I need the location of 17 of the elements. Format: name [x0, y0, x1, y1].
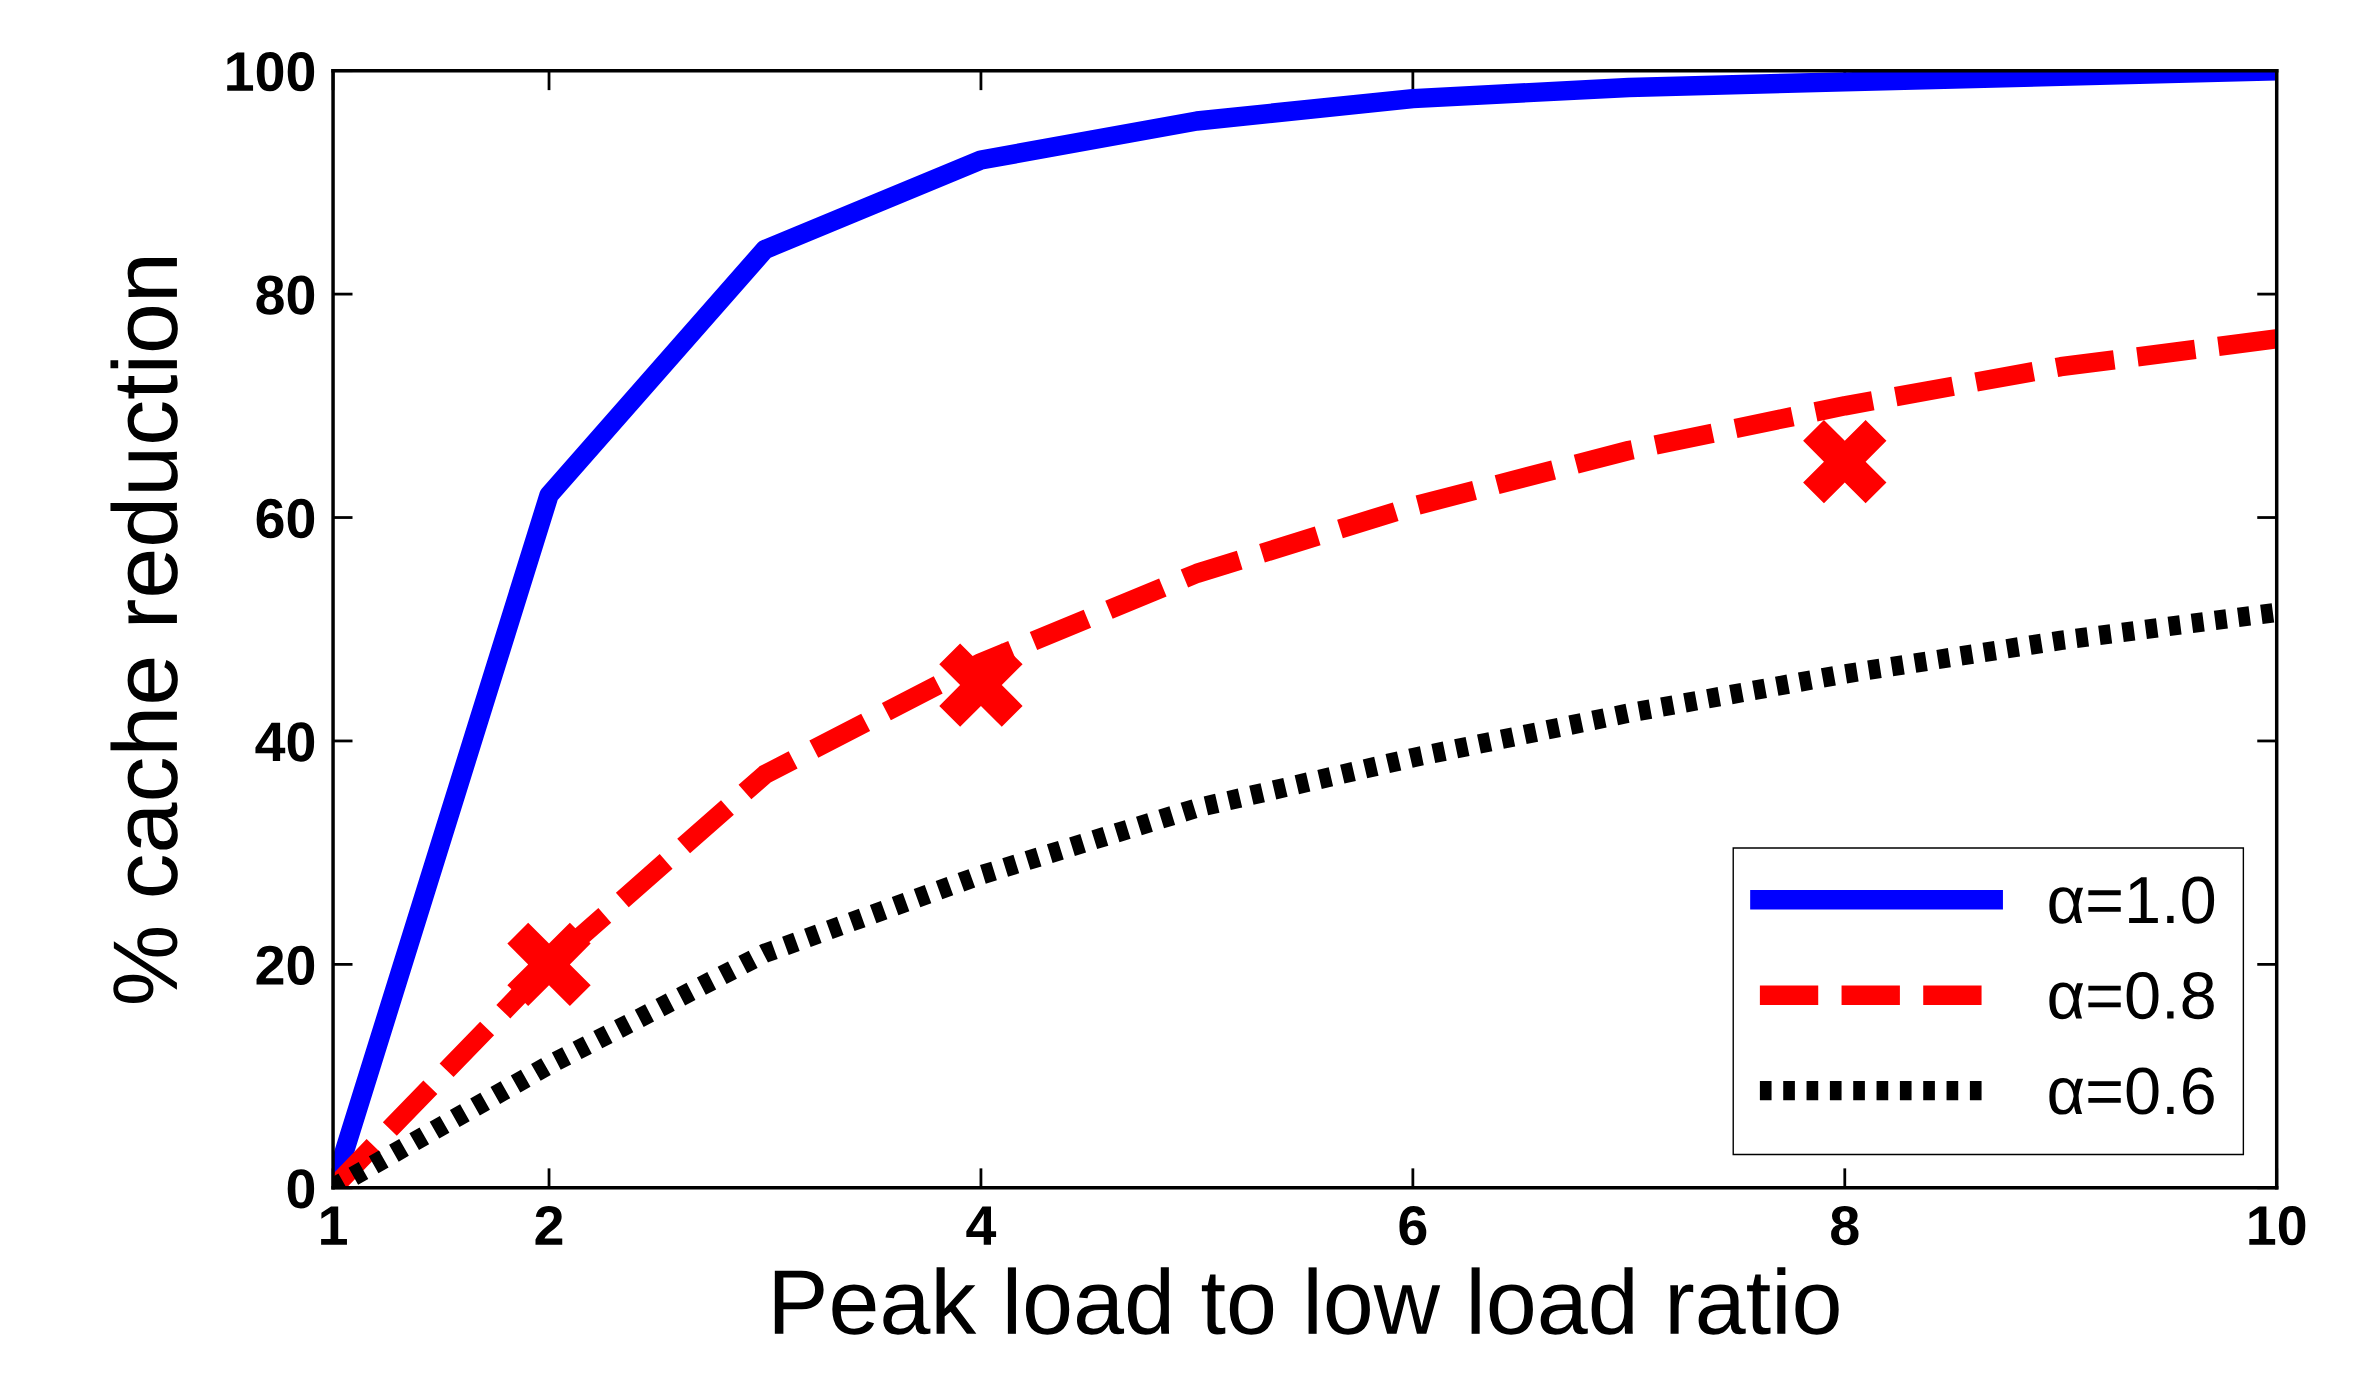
- legend-label: α=0.6: [2049, 1067, 2214, 1115]
- x-tick-label: 2: [535, 1205, 563, 1245]
- y-tick-label: 80: [256, 275, 315, 315]
- x-tick-label: 4: [966, 1206, 997, 1245]
- legend-label: α=0.8: [2049, 971, 2214, 1020]
- x-tick-label: 8: [1831, 1205, 1859, 1246]
- x-axis-title: Peak load to low load ratio: [774, 1267, 1839, 1335]
- y-tick-label: 20: [256, 945, 315, 986]
- x-tick-label: 10: [2249, 1205, 2306, 1246]
- x-tick-label: 6: [1399, 1205, 1427, 1246]
- y-tick-label: 0: [287, 1169, 315, 1209]
- y-tick-label: 40: [255, 722, 315, 762]
- y-axis-title: % cache reduction: [110, 258, 178, 1004]
- y-tick-label: 60: [256, 498, 315, 539]
- x-tick-label: 1: [321, 1206, 347, 1245]
- legend-label: α=1.0: [2049, 876, 2215, 924]
- y-tick-label: 100: [227, 52, 315, 92]
